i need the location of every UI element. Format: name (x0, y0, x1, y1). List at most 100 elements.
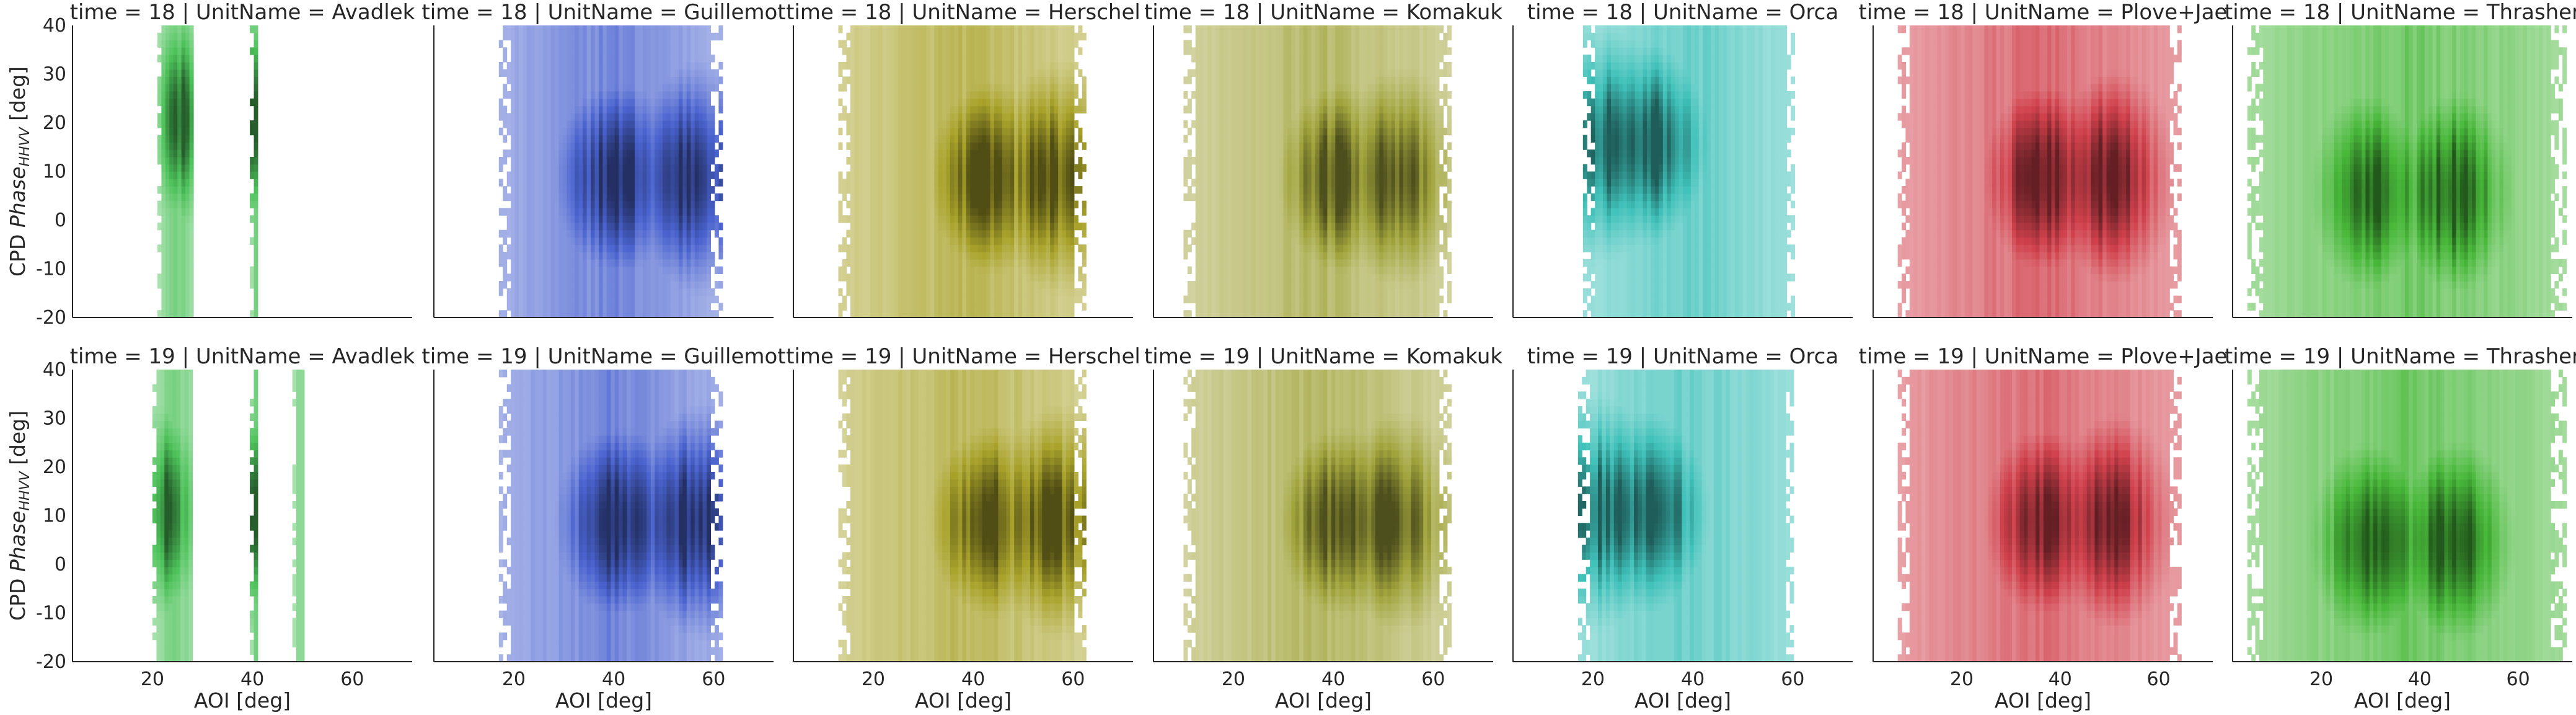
density-cell (539, 303, 544, 311)
density-cell (682, 55, 687, 63)
density-cell (882, 113, 887, 121)
density-cell (514, 252, 519, 260)
density-cell (635, 266, 639, 274)
density-cell (1062, 164, 1067, 172)
density-cell (1030, 244, 1034, 252)
density-cell (898, 105, 903, 113)
density-cell (950, 186, 955, 194)
density-cell (671, 186, 675, 194)
density-cell (866, 32, 871, 41)
density-cell (966, 215, 971, 223)
density-cell (966, 113, 971, 121)
density-cell (690, 237, 695, 245)
density-cell (918, 135, 923, 143)
density-cell (666, 186, 671, 194)
density-cell (950, 113, 955, 121)
density-cell (990, 157, 995, 165)
density-cell (1038, 105, 1043, 113)
density-cell (642, 32, 647, 41)
density-cell (958, 310, 963, 318)
density-cell (658, 229, 663, 238)
density-cell (578, 237, 583, 245)
density-cell (918, 244, 923, 252)
density-cell (602, 193, 607, 202)
density-cell (690, 244, 695, 252)
density-cell (567, 47, 571, 55)
density-cell (699, 91, 704, 99)
density-cell (918, 215, 923, 223)
density-cell (555, 186, 559, 194)
density-cell (627, 266, 632, 274)
density-cell (886, 303, 891, 311)
density-cell (519, 229, 523, 238)
density-cell (250, 310, 255, 318)
density-cell (990, 310, 995, 318)
density-cell (547, 252, 552, 260)
density-cell (511, 288, 516, 296)
density-cell (1026, 229, 1031, 238)
density-cell (1046, 310, 1051, 318)
density-cell (1026, 149, 1031, 158)
density-cell (547, 32, 552, 41)
density-cell (862, 164, 867, 172)
density-cell (998, 113, 1003, 121)
density-cell (986, 215, 991, 223)
density-cell (254, 200, 258, 208)
density-cell (894, 84, 899, 92)
density-cell (550, 32, 555, 41)
density-cell (658, 259, 663, 267)
density-cell (1183, 76, 1188, 84)
density-cell (558, 244, 563, 252)
density-cell (958, 295, 963, 304)
density-cell (878, 215, 883, 223)
density-cell (978, 61, 983, 70)
density-cell (1022, 120, 1027, 128)
density-cell (1014, 84, 1019, 92)
density-cell (938, 47, 943, 55)
density-cell (898, 215, 903, 223)
density-cell (850, 47, 855, 55)
density-cell (894, 55, 899, 63)
density-cell (542, 171, 547, 179)
density-cell (646, 215, 651, 223)
density-cell (678, 91, 683, 99)
density-cell (942, 259, 947, 267)
density-cell (642, 91, 647, 99)
density-cell (594, 47, 599, 55)
density-cell (594, 186, 599, 194)
density-cell (1042, 47, 1047, 55)
density-cell (514, 179, 519, 187)
density-cell (950, 142, 955, 150)
density-cell (710, 310, 715, 318)
density-cell (994, 25, 999, 33)
density-cell (690, 98, 695, 107)
density-cell (169, 157, 174, 165)
panel-title: time = 18 | UnitName = Guillemot (421, 0, 785, 25)
density-cell (718, 142, 723, 150)
density-cell (1010, 142, 1015, 150)
density-cell (858, 222, 863, 231)
density-cell (1014, 310, 1019, 318)
density-cell (622, 157, 627, 165)
density-cell (177, 237, 182, 245)
density-cell (1062, 259, 1067, 267)
density-cell (1050, 105, 1055, 113)
density-cell (922, 55, 927, 63)
density-cell (842, 113, 847, 121)
density-cell (161, 55, 166, 63)
density-cell (682, 229, 687, 238)
density-cell (962, 208, 967, 216)
density-cell (627, 179, 632, 187)
density-cell (962, 193, 967, 202)
density-cell (1187, 295, 1192, 304)
density-cell (602, 295, 607, 304)
density-cell (702, 186, 707, 194)
density-cell (942, 229, 947, 238)
density-cell (169, 215, 174, 223)
density-cell (598, 259, 603, 267)
density-cell (646, 288, 651, 296)
density-cell (1034, 84, 1039, 92)
density-cell (627, 295, 632, 304)
density-cell (550, 98, 555, 107)
density-cell (1010, 288, 1015, 296)
